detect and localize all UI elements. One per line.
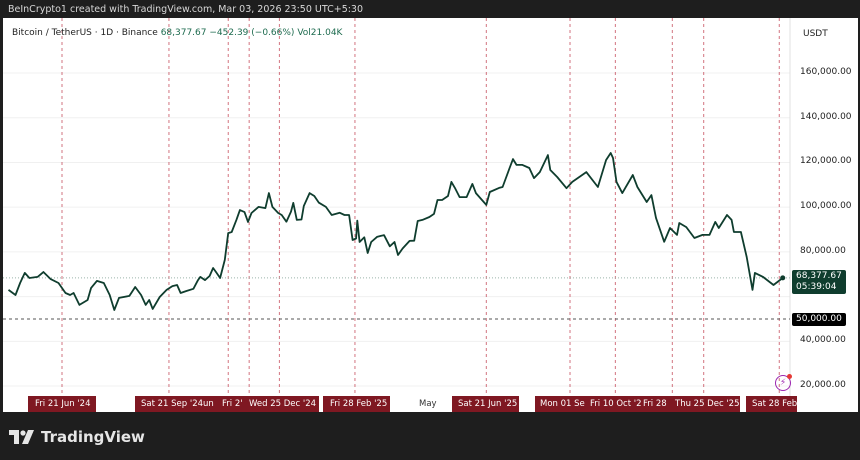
price-tick-label: 80,000.00 <box>800 245 846 256</box>
price-tick-label: 160,000.00 <box>800 67 852 77</box>
volume: Vol21.04K <box>297 28 343 38</box>
date-label-box <box>746 396 797 412</box>
symbol-legend: Bitcoin / TetherUS · 1D · Binance 68,377… <box>12 28 342 38</box>
price-tick-label: 20,000.00 <box>800 380 846 391</box>
time-axis-label: Fri 21 Jun '24 <box>35 399 91 409</box>
level-price-tag: 50,000.00 <box>792 313 846 326</box>
brand-name: TradingView <box>41 428 145 446</box>
date-label-box <box>452 396 519 412</box>
bar-countdown: 05:39:04 <box>796 282 837 292</box>
date-label-box <box>28 396 96 412</box>
time-axis-label: Fri 28 <box>643 399 667 409</box>
time-axis-label: un <box>203 399 214 409</box>
tradingview-logo: TradingView <box>9 428 145 446</box>
chart-credit: BeInCrypto1 created with TradingView.com… <box>8 4 364 15</box>
time-axis-label: Wed 25 Dec '24 <box>249 399 317 409</box>
tradingview-logo-icon <box>9 430 34 444</box>
price-line <box>7 152 784 311</box>
currency-label[interactable]: USDT <box>803 29 828 39</box>
date-label-box <box>535 396 740 412</box>
lightning-icon[interactable]: ⚡ <box>775 374 792 391</box>
price-tick-label: 100,000.00 <box>800 201 852 212</box>
time-axis-label: Thu 25 Dec '25 <box>675 399 740 409</box>
price-tick-label: 120,000.00 <box>800 156 852 167</box>
date-label-box <box>135 396 319 412</box>
time-axis-label: May <box>419 399 437 409</box>
time-axis-label: Sat 21 Jun '25 <box>458 399 518 409</box>
current-price-tag: 68,377.67 05:39:04 <box>792 270 846 294</box>
last-price-dot <box>780 275 786 281</box>
price-tick-label: 140,000.00 <box>800 111 852 122</box>
current-price: 68,377.67 <box>796 271 842 281</box>
time-axis-label: Fri 2' <box>222 399 243 409</box>
time-axis-label: Fri 28 Feb '25 <box>330 399 388 409</box>
chart-panel[interactable] <box>3 18 858 412</box>
time-axis-label: Sat 21 Sep '24 <box>141 399 204 409</box>
date-label-box <box>323 396 390 412</box>
price-change: −452.39 (−0.66%) <box>209 28 295 38</box>
time-axis-label: Fri 10 Oct '2 <box>590 399 642 409</box>
last-price: 68,377.67 <box>160 28 207 38</box>
time-axis-label: Sat 28 Feb <box>752 399 798 409</box>
time-axis-label: Mon 01 Se <box>540 399 585 409</box>
symbol-name[interactable]: Bitcoin / TetherUS · 1D · Binance <box>12 28 158 38</box>
price-tick-label: 40,000.00 <box>800 335 846 346</box>
